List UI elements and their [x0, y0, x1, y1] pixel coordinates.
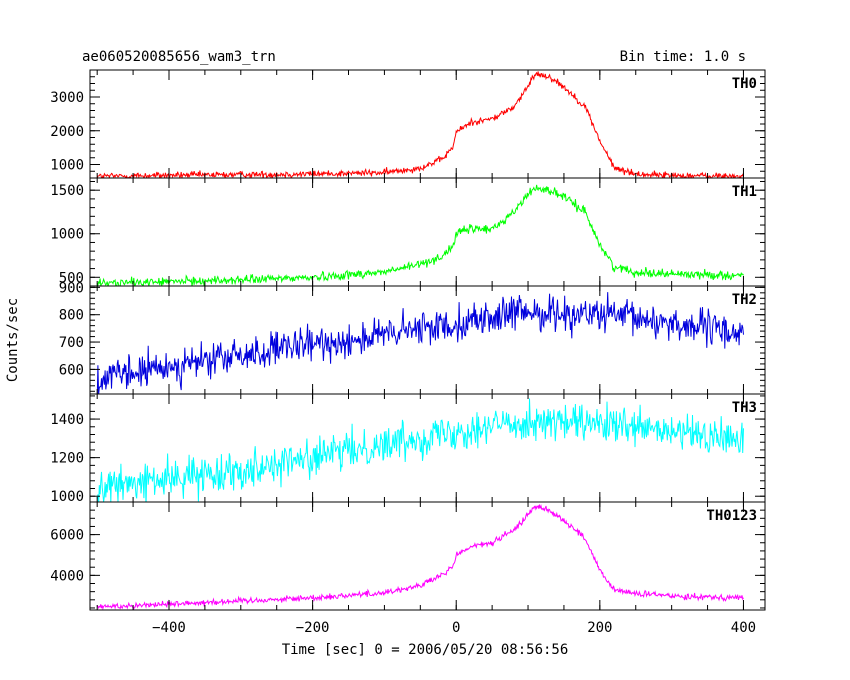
series-line-th2	[96, 292, 744, 394]
panel-th2: 600 700 800 900 TH2	[59, 280, 766, 395]
panel-th1: 500 1000 1500 TH1	[50, 177, 766, 287]
series-line-th0	[96, 71, 744, 178]
panel-label-th1: TH1	[732, 184, 757, 200]
y-tick-label: 800	[59, 308, 84, 324]
y-tick-label: 500	[59, 270, 84, 286]
series-line-th0123	[96, 503, 744, 610]
panel-frame	[89, 177, 766, 287]
panel-label-th0: TH0	[732, 76, 757, 92]
y-tick-label: 1500	[50, 183, 84, 199]
chart-title: ae060520085656_wam3_trn	[82, 49, 276, 65]
panel-label-th0123: TH0123	[706, 508, 757, 524]
panel-th0123: 4000 6000 TH0123 −400 −200 0 200 400	[50, 501, 766, 636]
x-tick-label: −200	[296, 620, 330, 636]
y-tick-label: 1200	[50, 451, 84, 467]
panel-th3: 1000 1200 1400 TH3	[50, 393, 766, 505]
panel-th0: 1000 2000 3000 TH0	[50, 69, 766, 179]
y-tick-label: 900	[59, 280, 84, 296]
y-tick-label: 4000	[50, 568, 84, 584]
x-axis-label: Time [sec] 0 = 2006/05/20 08:56:56	[282, 642, 569, 658]
x-tick-label: −400	[152, 620, 186, 636]
x-tick-label: 200	[587, 620, 612, 636]
y-tick-label: 1000	[50, 489, 84, 505]
series-line-th3	[96, 398, 744, 502]
panel-frame	[89, 501, 766, 611]
y-tick-label: 1400	[50, 412, 84, 428]
y-tick-label: 1000	[50, 158, 84, 174]
panel-frame	[89, 69, 766, 179]
panel-label-th3: TH3	[732, 400, 757, 416]
x-tick-label: 400	[731, 620, 756, 636]
panel-label-th2: TH2	[732, 292, 757, 308]
bin-time-label: Bin time: 1.0 s	[620, 49, 746, 65]
series-line-th1	[96, 184, 744, 286]
y-tick-label: 2000	[50, 124, 84, 140]
y-tick-label: 600	[59, 362, 84, 378]
y-tick-label: 3000	[50, 90, 84, 106]
panel-frame	[89, 285, 766, 395]
y-tick-label: 1000	[50, 227, 84, 243]
y-tick-label: 6000	[50, 528, 84, 544]
x-tick-label: 0	[452, 620, 460, 636]
y-axis-label: Counts/sec	[5, 298, 21, 382]
y-tick-label: 700	[59, 335, 84, 351]
